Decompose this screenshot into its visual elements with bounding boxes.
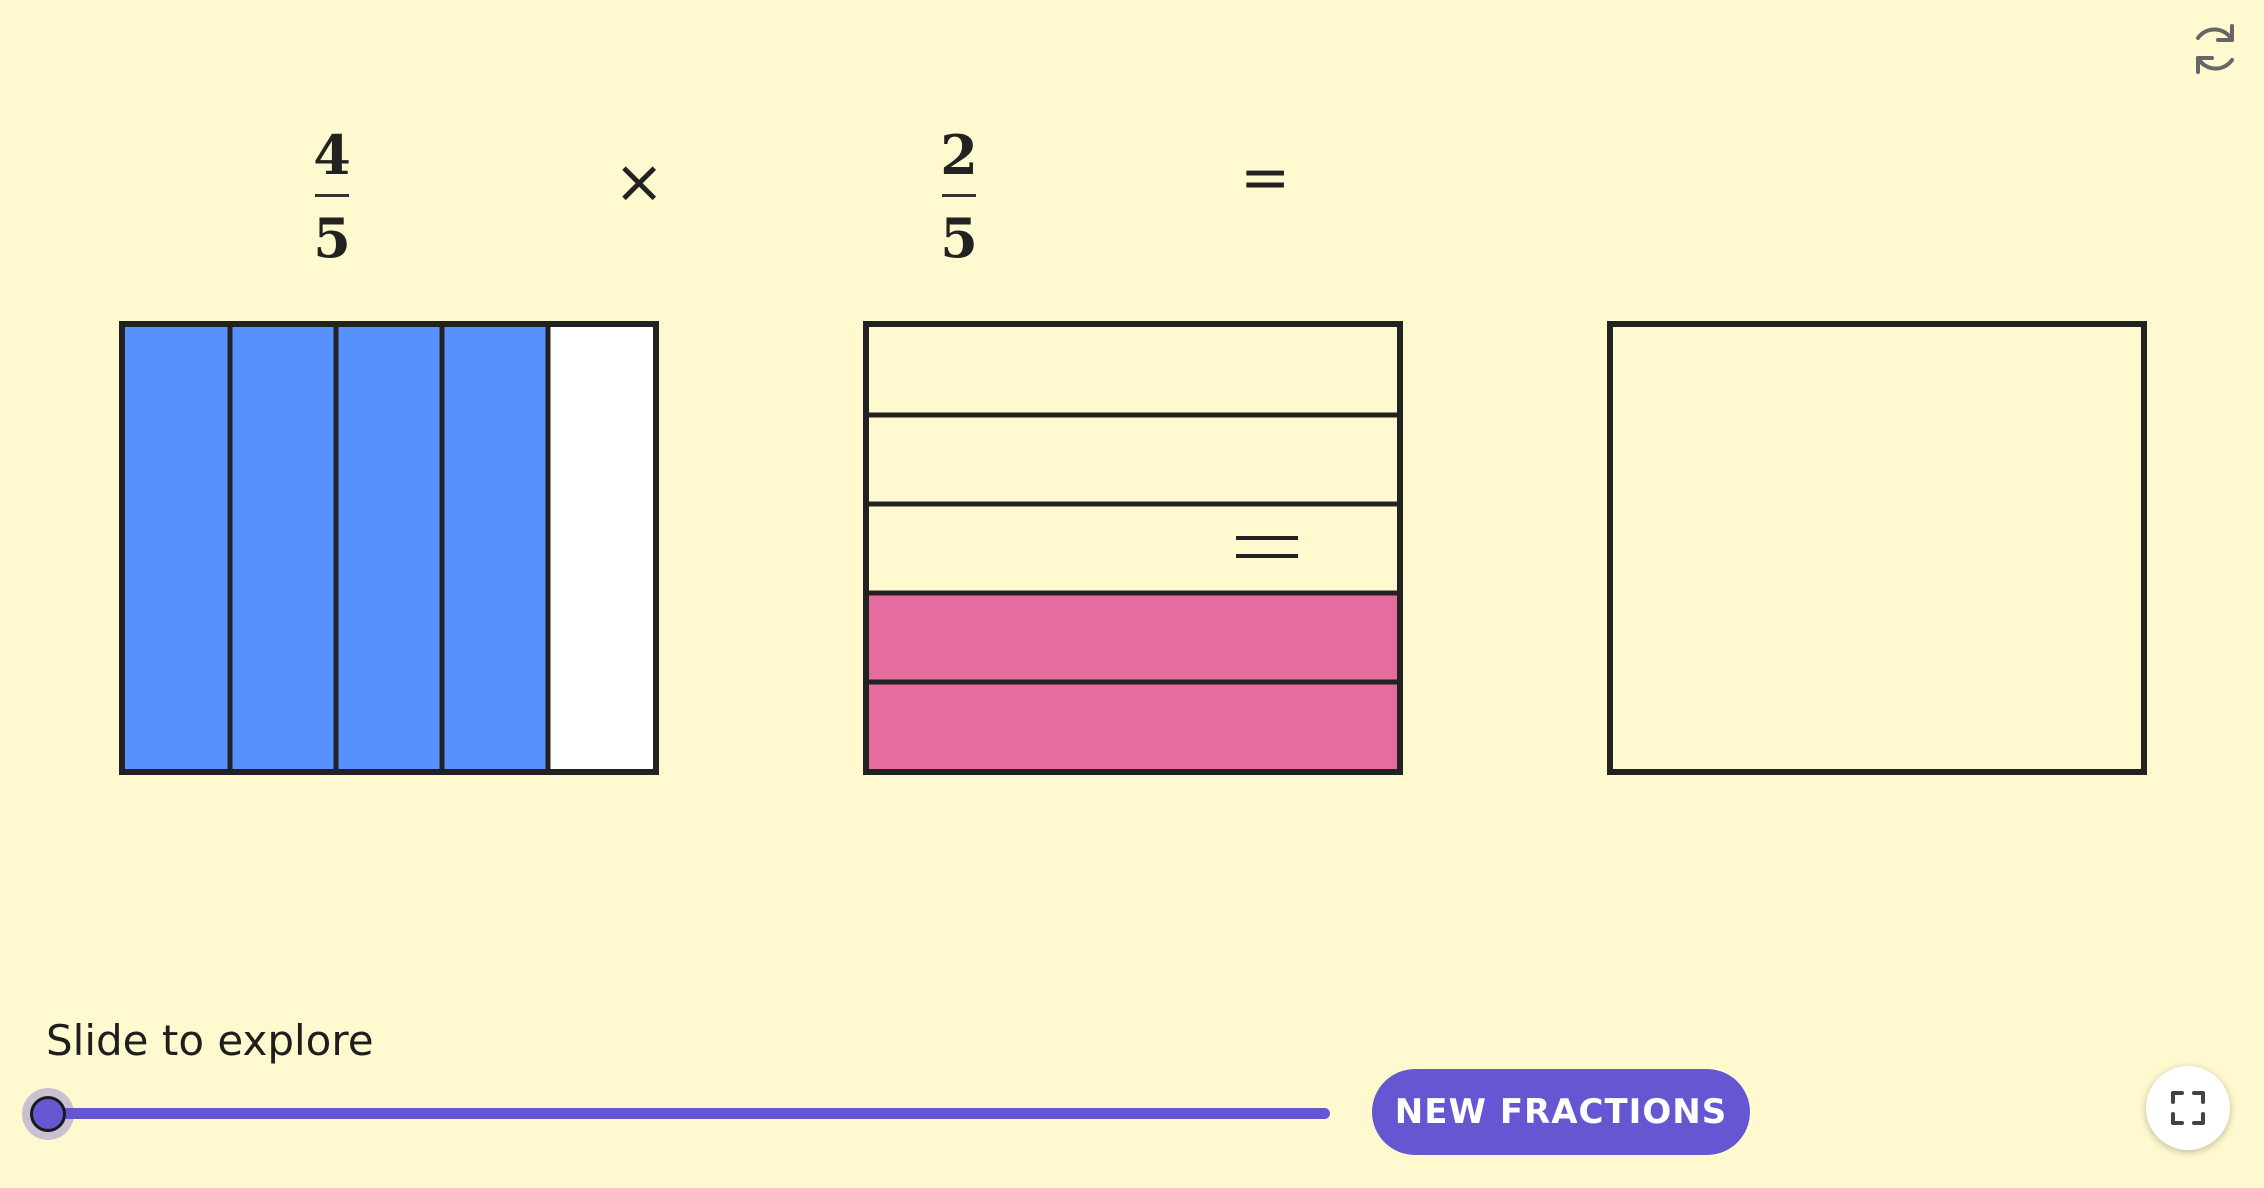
multiply-operator: ×	[614, 147, 665, 217]
fraction-1-denominator: 5	[313, 206, 351, 270]
fraction-2-bar	[942, 194, 976, 197]
fraction-1-model	[119, 321, 659, 775]
fraction-1: 4 5	[292, 124, 372, 269]
result-model	[1607, 321, 2147, 775]
slider-label: Slide to explore	[46, 1016, 374, 1065]
refresh-icon[interactable]	[2186, 20, 2244, 78]
slider-track[interactable]	[48, 1108, 1330, 1119]
fraction-2-numerator: 2	[940, 123, 978, 187]
strip-2	[230, 326, 336, 770]
band-1	[868, 326, 1398, 415]
fullscreen-button[interactable]	[2146, 1066, 2230, 1150]
equals-operator: =	[1240, 143, 1291, 213]
strip-3	[336, 326, 442, 770]
slider-handle[interactable]	[22, 1088, 74, 1140]
fraction-1-bar	[315, 194, 349, 197]
band-3	[868, 504, 1398, 593]
strip-4	[442, 326, 548, 770]
band-2	[868, 415, 1398, 504]
fraction-2: 2 5	[919, 124, 999, 269]
strip-1	[124, 326, 230, 770]
strip-5	[548, 326, 654, 770]
band-5	[868, 682, 1398, 770]
band-4	[868, 593, 1398, 682]
fraction-2-model	[863, 321, 1403, 775]
fullscreen-icon	[2171, 1091, 2205, 1125]
fraction-1-numerator: 4	[313, 123, 351, 187]
new-fractions-button[interactable]: NEW FRACTIONS	[1372, 1069, 1750, 1155]
slider-handle-dot[interactable]	[30, 1096, 66, 1132]
fraction-2-denominator: 5	[940, 206, 978, 270]
